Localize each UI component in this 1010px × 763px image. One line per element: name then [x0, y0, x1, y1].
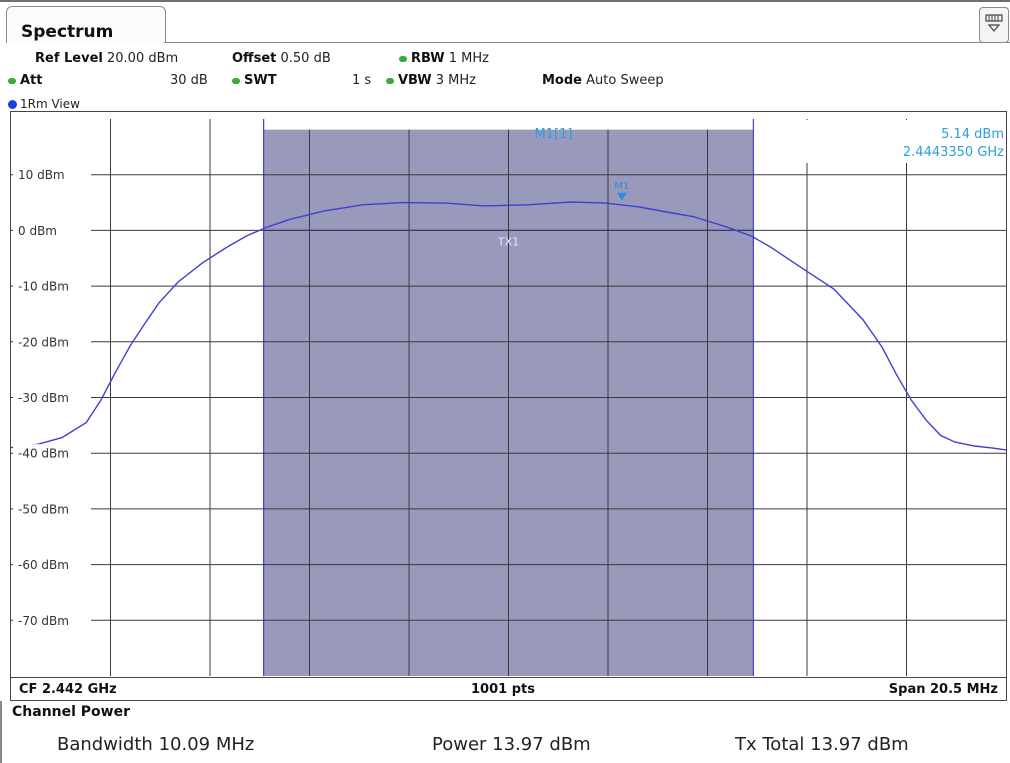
top-border: [0, 0, 1010, 2]
ref-level-setting: Ref Level 20.00 dBm: [35, 51, 178, 66]
marker-readout-frequency: 2.4443350 GHz: [903, 145, 1004, 160]
y-tick-label: -50 dBm: [18, 502, 69, 516]
bandwidth-value: 10.09 MHz: [158, 734, 255, 755]
power-result: Power 13.97 dBm: [432, 734, 591, 755]
y-tick-label: 10 dBm: [18, 168, 65, 182]
y-tick-label: -10 dBm: [18, 280, 69, 294]
marker-readout-bg: [754, 120, 1005, 163]
trace-indicator-icon: [8, 100, 17, 109]
y-tick-label-bg: [13, 388, 91, 407]
y-tick-label-bg: [13, 611, 91, 630]
display-config-icon: [985, 14, 1003, 32]
tab-spectrum-label: Spectrum: [21, 22, 114, 42]
tx-total-result: Tx Total 13.97 dBm: [735, 734, 909, 755]
offset-value: 0.50 dB: [280, 51, 331, 66]
swt-value-group: 1 s: [352, 73, 371, 88]
center-frequency: CF 2.442 GHz: [19, 682, 117, 697]
tab-spectrum[interactable]: Spectrum: [6, 6, 166, 43]
trace-view-label: 1Rm View: [8, 97, 80, 111]
vbw-value: 3 MHz: [435, 73, 476, 88]
rbw-label: RBW: [411, 51, 445, 66]
power-value: 13.97 dBm: [492, 734, 591, 755]
y-tick-label-bg: [13, 444, 91, 463]
marker-m1-label: M1: [614, 181, 629, 192]
y-tick-label-bg: [13, 332, 91, 351]
y-tick-label: -70 dBm: [18, 614, 69, 628]
offset-setting: Offset 0.50 dB: [232, 51, 331, 66]
y-tick-label-bg: [13, 165, 91, 184]
channel-power-title: Channel Power: [12, 704, 131, 720]
swt-setting: SWT: [232, 73, 277, 88]
results-border: [0, 701, 2, 763]
vbw-setting: VBW 3 MHz: [386, 73, 476, 88]
offset-label: Offset: [232, 51, 277, 66]
y-tick-label-bg: [13, 555, 91, 574]
display-config-button[interactable]: [979, 7, 1009, 43]
swt-value: 1 s: [352, 73, 372, 88]
bandwidth-label: Bandwidth: [57, 734, 153, 755]
marker-readout-header: M1[1]: [535, 127, 573, 142]
sweep-info-bar: CF 2.442 GHz 1001 pts Span 20.5 MHz: [10, 678, 1007, 701]
y-tick-label-bg: [13, 221, 91, 240]
power-label: Power: [432, 734, 487, 755]
coupled-indicator-icon: [386, 77, 394, 84]
tx-total-value: 13.97 dBm: [810, 734, 909, 755]
sweep-points: 1001 pts: [471, 682, 535, 697]
mode-value: Auto Sweep: [586, 73, 664, 88]
y-tick-label: -20 dBm: [18, 335, 69, 349]
bandwidth-result: Bandwidth 10.09 MHz: [57, 734, 254, 755]
marker-readout-strip: [264, 119, 753, 130]
view-label-text: 1Rm View: [20, 97, 80, 111]
att-value-group: 30 dB: [170, 73, 208, 88]
frequency-span: Span 20.5 MHz: [888, 682, 998, 697]
vbw-label: VBW: [398, 73, 432, 88]
plot-frame: [10, 111, 1007, 678]
swt-label: SWT: [244, 73, 277, 88]
marker-m1-icon[interactable]: [616, 192, 627, 201]
coupled-indicator-icon: [399, 55, 407, 62]
y-tick-label: 0 dBm: [18, 224, 57, 238]
tab-divider: [164, 42, 1010, 43]
att-label: Att: [20, 73, 43, 88]
rbw-setting: RBW 1 MHz: [399, 51, 489, 66]
rbw-value: 1 MHz: [448, 51, 489, 66]
coupled-indicator-icon: [232, 77, 240, 84]
mode-setting: Mode Auto Sweep: [542, 73, 664, 88]
att-setting: Att: [8, 73, 43, 88]
channel-label: TX1: [497, 235, 519, 248]
att-value: 30 dB: [170, 73, 208, 88]
spectrum-trace: [10, 201, 1007, 451]
coupled-indicator-icon: [8, 77, 16, 84]
y-tick-label: -40 dBm: [18, 447, 69, 461]
y-tick-label: -30 dBm: [18, 391, 69, 405]
ref-level-label: Ref Level: [35, 51, 103, 66]
y-tick-label: -60 dBm: [18, 558, 69, 572]
ref-level-value: 20.00 dBm: [107, 51, 179, 66]
y-tick-label-bg: [13, 499, 91, 518]
y-tick-label-bg: [13, 277, 91, 296]
marker-readout-level: 5.14 dBm: [941, 127, 1004, 142]
tx-total-label: Tx Total: [735, 734, 805, 755]
mode-label: Mode: [542, 73, 582, 88]
